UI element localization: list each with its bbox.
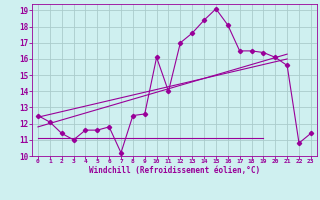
X-axis label: Windchill (Refroidissement éolien,°C): Windchill (Refroidissement éolien,°C) xyxy=(89,166,260,175)
